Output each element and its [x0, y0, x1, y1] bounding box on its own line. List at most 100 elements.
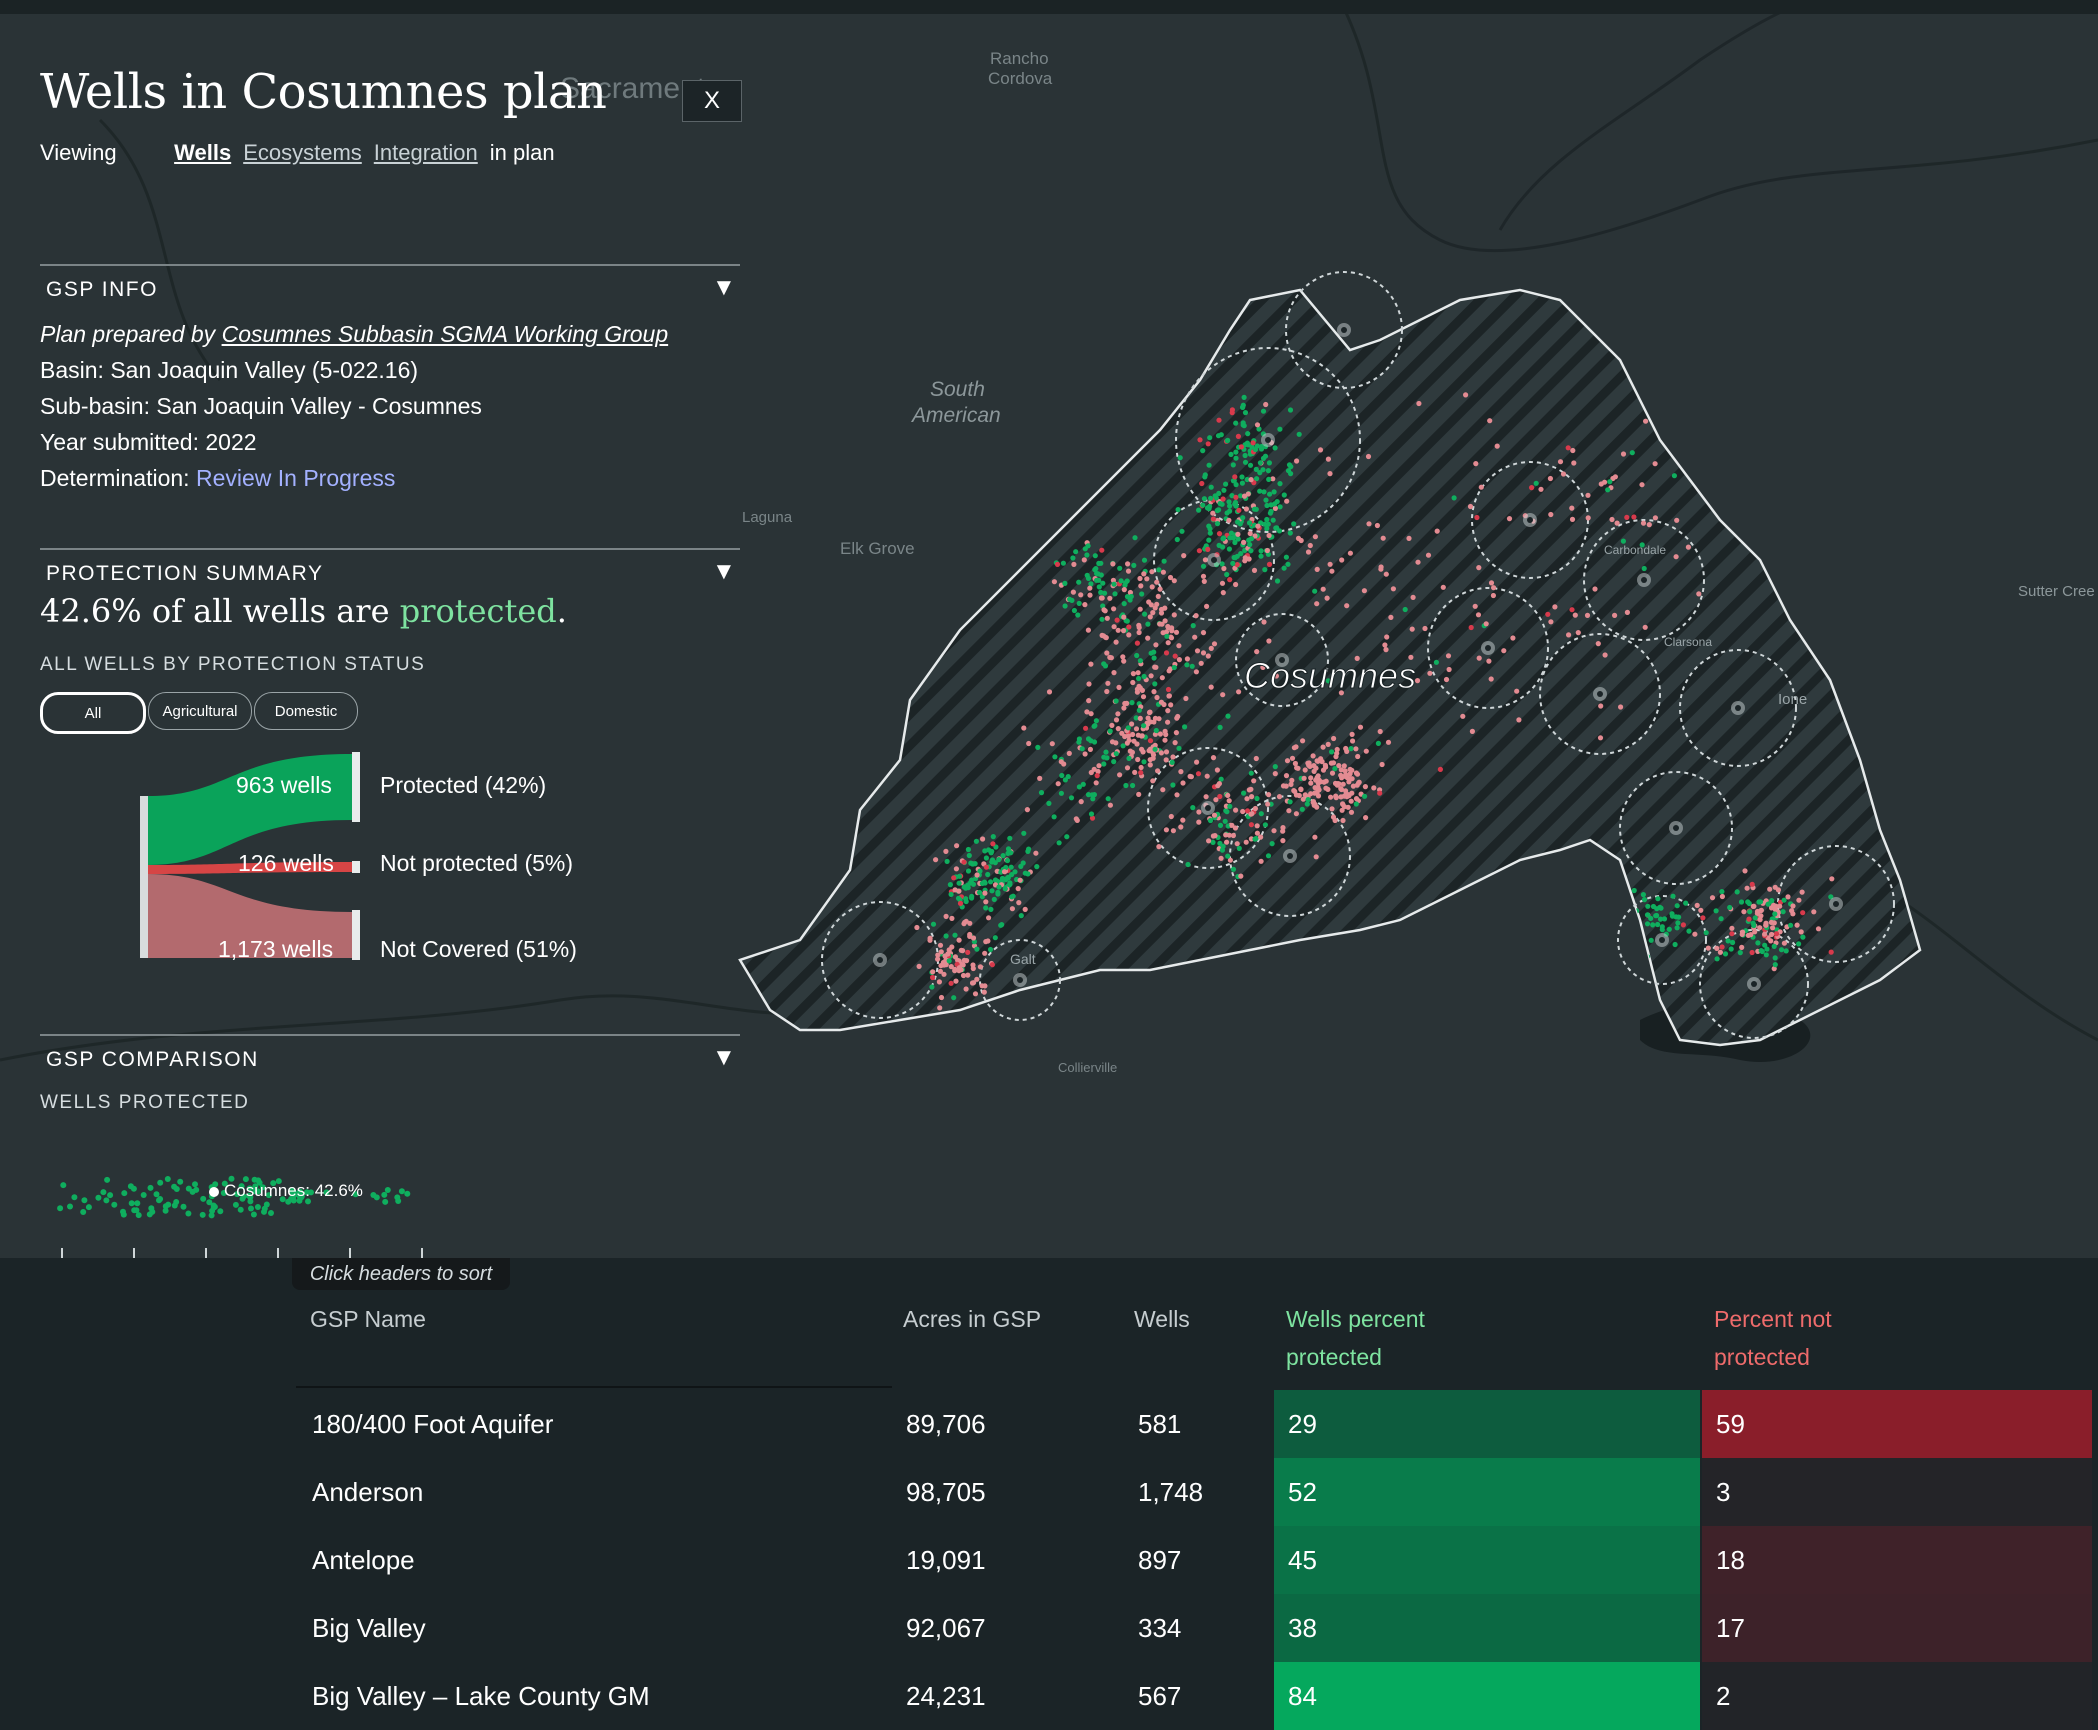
- well-dot[interactable]: [1125, 725, 1131, 731]
- beeswarm-dot[interactable]: [221, 1180, 228, 1187]
- well-dot[interactable]: [1184, 662, 1190, 668]
- well-dot[interactable]: [1208, 495, 1214, 501]
- beeswarm-dot[interactable]: [298, 1193, 305, 1200]
- well-dot[interactable]: [1245, 431, 1251, 437]
- well-dot[interactable]: [1768, 905, 1775, 911]
- gsp-boundary[interactable]: [738, 288, 1922, 1047]
- well-dot[interactable]: [1548, 619, 1554, 625]
- well-dot[interactable]: [1197, 437, 1203, 443]
- well-dot[interactable]: [1060, 560, 1066, 566]
- well-dot[interactable]: [1074, 817, 1080, 824]
- well-dot[interactable]: [1571, 460, 1577, 466]
- well-dot[interactable]: [1383, 647, 1389, 653]
- well-dot[interactable]: [1025, 848, 1031, 855]
- well-dot[interactable]: [1225, 713, 1231, 719]
- well-dot[interactable]: [1218, 855, 1224, 861]
- well-dot[interactable]: [1763, 922, 1769, 928]
- well-dot[interactable]: [1312, 785, 1318, 791]
- well-dot[interactable]: [1771, 943, 1777, 950]
- well-dot[interactable]: [1325, 786, 1331, 793]
- well-dot[interactable]: [1815, 926, 1822, 932]
- well-dot[interactable]: [1742, 868, 1748, 874]
- well-dot[interactable]: [1680, 922, 1686, 928]
- well-dot[interactable]: [930, 921, 937, 927]
- well-dot[interactable]: [1078, 592, 1084, 598]
- well-dot[interactable]: [1272, 771, 1278, 777]
- well-dot[interactable]: [1162, 737, 1168, 743]
- well-dot[interactable]: [1203, 794, 1209, 800]
- well-dot[interactable]: [1104, 615, 1110, 621]
- beeswarm-dot[interactable]: [80, 1209, 87, 1215]
- well-dot[interactable]: [937, 942, 944, 948]
- well-dot[interactable]: [1134, 640, 1140, 646]
- well-dot[interactable]: [1178, 824, 1184, 830]
- well-dot[interactable]: [1164, 633, 1170, 639]
- well-dot[interactable]: [1017, 877, 1023, 883]
- well-dot[interactable]: [1066, 750, 1072, 757]
- well-dot[interactable]: [1506, 516, 1513, 522]
- well-dot[interactable]: [1096, 584, 1102, 590]
- well-dot[interactable]: [1798, 929, 1804, 935]
- well-dot[interactable]: [1661, 916, 1668, 922]
- well-dot[interactable]: [943, 913, 949, 920]
- well-dot[interactable]: [1026, 740, 1032, 747]
- well-dot[interactable]: [1289, 755, 1296, 761]
- well-dot[interactable]: [1231, 554, 1237, 561]
- beeswarm-dot[interactable]: [255, 1188, 262, 1195]
- well-dot[interactable]: [1713, 908, 1719, 914]
- well-dot[interactable]: [1388, 614, 1394, 621]
- well-dot[interactable]: [958, 947, 964, 953]
- well-dot[interactable]: [1126, 624, 1132, 630]
- well-dot[interactable]: [1254, 795, 1260, 802]
- well-dot[interactable]: [1285, 561, 1291, 567]
- well-dot[interactable]: [1440, 584, 1446, 590]
- well-dot[interactable]: [1083, 725, 1089, 731]
- well-dot[interactable]: [1058, 790, 1064, 796]
- well-dot[interactable]: [1266, 532, 1272, 539]
- well-dot[interactable]: [1277, 426, 1283, 432]
- well-dot[interactable]: [1163, 731, 1169, 738]
- well-dot[interactable]: [1204, 603, 1210, 610]
- well-dot[interactable]: [1121, 614, 1127, 620]
- beeswarm-dot[interactable]: [193, 1186, 200, 1193]
- well-dot[interactable]: [1325, 456, 1331, 462]
- well-dot[interactable]: [1113, 639, 1119, 645]
- well-dot[interactable]: [1099, 547, 1105, 553]
- well-dot[interactable]: [1406, 535, 1412, 542]
- well-dot[interactable]: [1084, 709, 1090, 715]
- well-dot[interactable]: [1170, 828, 1176, 834]
- well-dot[interactable]: [1207, 817, 1214, 824]
- well-dot[interactable]: [961, 884, 967, 890]
- well-dot[interactable]: [1158, 610, 1165, 616]
- well-dot[interactable]: [1241, 539, 1247, 546]
- well-dot[interactable]: [1443, 676, 1450, 683]
- well-dot[interactable]: [986, 915, 992, 921]
- well-dot[interactable]: [1129, 700, 1135, 706]
- prepared-by-link[interactable]: Cosumnes Subbasin SGMA Working Group: [221, 321, 669, 347]
- well-dot[interactable]: [1478, 484, 1484, 490]
- well-dot[interactable]: [1329, 749, 1335, 755]
- well-dot[interactable]: [1641, 565, 1647, 572]
- well-dot[interactable]: [1075, 612, 1081, 618]
- well-dot[interactable]: [1236, 689, 1242, 695]
- well-dot[interactable]: [1674, 517, 1680, 523]
- well-dot[interactable]: [1475, 612, 1482, 618]
- well-dot[interactable]: [963, 896, 969, 902]
- well-dot[interactable]: [1652, 515, 1658, 521]
- well-dot[interactable]: [943, 933, 949, 939]
- well-dot[interactable]: [935, 956, 941, 962]
- protection-summary-toggle-icon[interactable]: ▼: [712, 558, 736, 585]
- beeswarm-dot[interactable]: [265, 1192, 272, 1199]
- well-dot[interactable]: [956, 888, 962, 894]
- well-dot[interactable]: [1235, 433, 1241, 439]
- well-dot[interactable]: [930, 969, 936, 975]
- well-dot[interactable]: [1612, 612, 1618, 619]
- well-dot[interactable]: [1147, 709, 1153, 715]
- well-dot[interactable]: [1224, 571, 1230, 578]
- well-dot[interactable]: [1130, 782, 1136, 789]
- well-dot[interactable]: [1264, 502, 1270, 509]
- well-dot[interactable]: [1272, 445, 1278, 451]
- well-dot[interactable]: [1134, 652, 1140, 659]
- well-dot[interactable]: [1199, 480, 1205, 487]
- well-dot[interactable]: [1734, 889, 1740, 895]
